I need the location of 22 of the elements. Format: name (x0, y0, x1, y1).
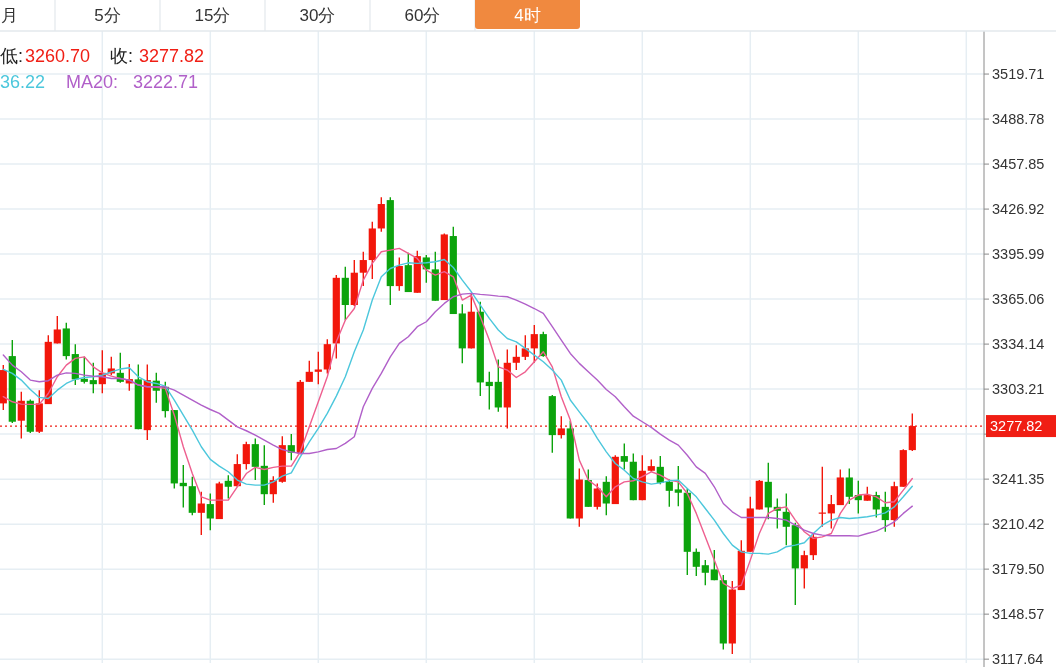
text: 低: (0, 46, 24, 66)
text: 36.22 (0, 72, 46, 92)
y-tick-label: 3210.42 (992, 516, 1045, 533)
text: 3222.71 (133, 72, 199, 92)
y-tick-label: 3179.50 (992, 561, 1045, 578)
y-tick-label: 3365.06 (992, 291, 1045, 308)
y-tick-label: 3334.14 (992, 336, 1045, 353)
y-tick-label: 3148.57 (992, 606, 1045, 623)
text: MA20: (66, 72, 119, 92)
ref-line-label: 3277.82 (990, 418, 1043, 435)
y-tick-label: 3117.64 (992, 651, 1044, 667)
tabs: 月 5分 15分 30分 60分 4时 (0, 0, 1056, 32)
y-tick-label: 3457.85 (992, 156, 1045, 173)
y-tick-label: 3241.35 (992, 471, 1045, 488)
y-tick-label: 3519.71 (992, 66, 1045, 83)
y-tick-label: 3303.21 (992, 381, 1045, 398)
y-tick-label: 3488.78 (992, 111, 1045, 128)
y-tick-label: 3426.92 (992, 201, 1045, 218)
text: 3277.82 (139, 46, 205, 66)
text: 收: (110, 46, 134, 66)
text: 3260.70 (25, 46, 91, 66)
y-tick-label: 3395.99 (992, 246, 1045, 263)
